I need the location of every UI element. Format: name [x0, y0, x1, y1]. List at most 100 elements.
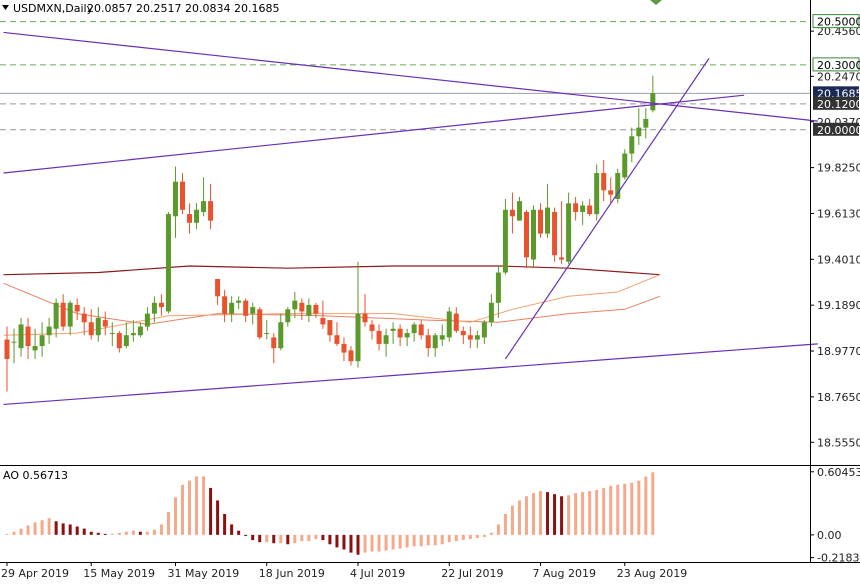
ao-bar	[300, 534, 304, 542]
price-axis[interactable]: 20.456020.247020.037019.825019.613019.40…	[810, 14, 860, 450]
ao-bar	[363, 534, 367, 553]
candle	[144, 307, 150, 331]
candle-body	[495, 272, 501, 303]
price-level-tag[interactable]: 20.0000	[813, 122, 860, 137]
ao-bar	[47, 518, 51, 535]
candle	[264, 320, 270, 340]
candle-body	[130, 333, 136, 336]
candle-body	[236, 300, 242, 303]
candle	[250, 302, 256, 325]
candle-body	[187, 214, 193, 223]
candle	[643, 108, 649, 139]
ao-bar	[258, 534, 262, 543]
price-level-tag[interactable]: 20.3000	[812, 57, 860, 72]
time-tick-label: 22 Jul 2019	[441, 567, 503, 580]
ao-bar	[265, 534, 269, 543]
ao-bar	[349, 534, 353, 553]
candle-body	[418, 324, 424, 336]
candle-body	[285, 309, 291, 323]
candle-body	[636, 127, 642, 137]
candle-body	[102, 320, 108, 327]
price-tick-label: 19.1890	[817, 299, 860, 312]
price-level-tag[interactable]: 20.1200	[813, 96, 860, 111]
candle-body	[67, 302, 73, 327]
ao-bar	[89, 531, 93, 535]
ao-bar	[96, 532, 100, 535]
time-tick-label: 7 Aug 2019	[533, 567, 596, 580]
ao-bar	[440, 534, 444, 545]
time-axis[interactable]: 29 Apr 2019 15 May 2019 31 May 2019 18 Jun …	[1, 562, 687, 580]
candle-body	[109, 333, 115, 335]
candle	[397, 324, 403, 347]
candle	[95, 307, 101, 342]
candle	[102, 311, 108, 336]
candle	[327, 320, 333, 342]
candle-body	[622, 153, 628, 178]
price-level-tag[interactable]: 20.5000	[812, 14, 860, 29]
candle	[32, 328, 38, 360]
candle-body	[404, 333, 410, 338]
candle-body	[158, 302, 164, 308]
candle	[552, 207, 558, 262]
ao-bar	[181, 484, 184, 535]
trend-line-3[interactable]	[3, 343, 818, 406]
ao-bar	[419, 534, 423, 547]
ma-light-line	[3, 282, 661, 325]
candle	[580, 201, 586, 225]
trend-line-1[interactable]	[3, 31, 818, 122]
candle-body	[32, 346, 38, 351]
ao-bar	[426, 534, 430, 546]
candle	[278, 313, 284, 351]
ao-tick-label: 0.60453	[817, 466, 860, 479]
trend-lines[interactable]	[3, 31, 818, 406]
candle-body	[201, 201, 207, 212]
candle-body	[481, 322, 487, 338]
candle	[172, 166, 178, 238]
candle-body	[411, 324, 417, 334]
ao-bar	[103, 533, 107, 535]
ao-bar	[279, 534, 283, 544]
price-level-tag-box	[812, 57, 860, 72]
candle	[622, 149, 628, 180]
candle	[390, 322, 396, 344]
candle-body	[229, 302, 235, 314]
candle-body	[509, 209, 515, 217]
ao-bar	[391, 534, 395, 550]
trend-line-2[interactable]	[3, 94, 745, 174]
ao-histogram	[5, 472, 655, 555]
candle	[320, 300, 326, 329]
ao-bar	[159, 524, 163, 535]
candle-body	[629, 136, 635, 154]
candle	[573, 196, 579, 221]
candle-body	[137, 326, 143, 336]
ao-bar	[237, 530, 241, 535]
ao-bar	[517, 500, 521, 535]
candle-body	[397, 328, 403, 338]
candle	[460, 326, 466, 344]
candle-body	[53, 302, 59, 329]
ao-bar	[384, 534, 388, 551]
candle	[432, 333, 438, 357]
candle-body	[74, 304, 80, 312]
candle-body	[460, 330, 466, 336]
candle-body	[222, 296, 228, 314]
ao-bar	[637, 480, 641, 535]
candle-body	[320, 317, 326, 325]
ao-bar	[524, 496, 528, 535]
candle	[341, 337, 347, 362]
trend-line-4[interactable]	[504, 58, 710, 360]
candle	[467, 326, 473, 349]
price-level-tag-label: 20.3000	[817, 59, 860, 72]
ao-bar	[454, 534, 458, 542]
candle-body	[144, 313, 150, 327]
ao-bar	[644, 476, 648, 535]
ao-bar	[581, 492, 585, 535]
symbol-dropdown-icon[interactable]	[2, 5, 9, 10]
ao-bar	[546, 492, 550, 535]
time-tick-label: 29 Apr 2019	[1, 567, 69, 580]
price-tick-label: 19.8250	[817, 162, 860, 175]
candle	[636, 108, 642, 145]
ao-bar	[405, 534, 409, 548]
candle-body	[60, 302, 66, 327]
